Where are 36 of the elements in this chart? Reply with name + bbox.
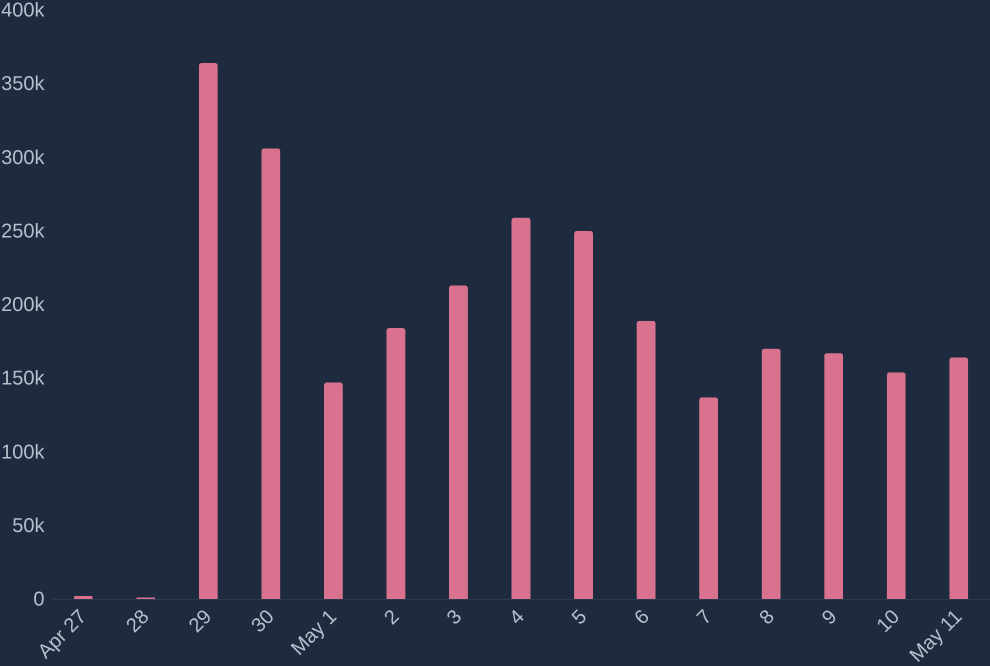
x-tick-label: 28: [122, 606, 154, 638]
bar: [324, 382, 343, 599]
x-tick-label: May 11: [906, 606, 967, 666]
bar: [949, 358, 968, 599]
x-tick-label: 8: [755, 606, 779, 630]
bar: [886, 372, 906, 599]
y-tick-label: 50k: [12, 514, 46, 537]
y-tick-label: 350k: [1, 73, 46, 96]
x-tick-label: 2: [380, 606, 404, 630]
bar: [824, 353, 844, 599]
x-tick-label: 4: [505, 606, 529, 630]
x-tick-label: 30: [247, 606, 279, 638]
bar: [574, 230, 594, 599]
x-tick-label: 7: [692, 606, 716, 630]
x-tick-label: 3: [442, 606, 466, 630]
y-tick-label: 300k: [1, 146, 46, 169]
bar: [74, 596, 93, 599]
bar: [699, 397, 718, 599]
y-tick-label: 150k: [1, 368, 46, 390]
y-tick-label: 400k: [1, 0, 46, 22]
y-tick-label: 200k: [1, 294, 46, 316]
x-tick-label: 29: [184, 606, 216, 638]
bar: [636, 320, 656, 599]
bar: [198, 63, 218, 599]
x-tick-label: 6: [630, 606, 654, 630]
x-tick-label: 10: [872, 606, 904, 638]
y-tick-label: 250k: [1, 220, 46, 242]
bar: [261, 148, 280, 599]
y-tick-label: 100k: [1, 441, 46, 464]
bar: [762, 348, 781, 599]
x-tick-label: 5: [568, 606, 592, 630]
bar: [386, 328, 406, 599]
x-tick-label: May 1: [287, 606, 342, 660]
bar: [448, 285, 468, 599]
bar: [512, 218, 530, 599]
x-tick-label: 9: [818, 606, 842, 630]
